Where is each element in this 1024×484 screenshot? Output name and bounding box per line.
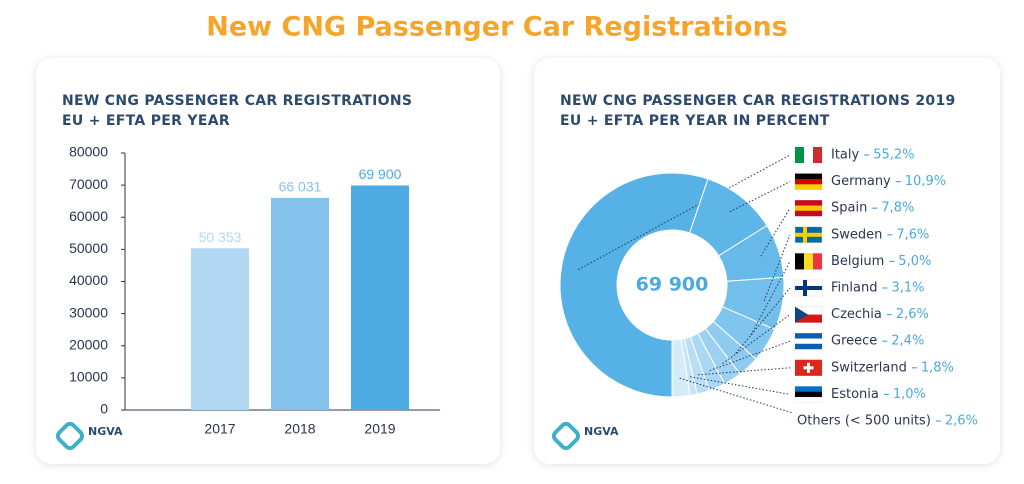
flag-stripe <box>795 343 822 350</box>
logo-right: NGVA <box>551 421 619 451</box>
flag-stripe <box>795 205 822 211</box>
flag-stripe <box>804 253 813 270</box>
flag-stripe <box>795 286 822 290</box>
flag-icon <box>794 306 823 323</box>
flag-stripe <box>795 397 822 403</box>
legend-value: 7,6% <box>896 227 929 242</box>
flag-icon <box>794 226 823 244</box>
logo-text: NGVA <box>88 425 123 438</box>
flag-stripe <box>795 232 822 237</box>
flag-icon <box>794 279 823 297</box>
flag-stripe <box>813 147 822 163</box>
legend-label: Switzerland <box>831 360 907 375</box>
x-tick-label: 2018 <box>284 421 315 437</box>
x-tick-label: 2017 <box>204 421 235 437</box>
legend-value: 1,0% <box>893 387 926 402</box>
flag-stripe <box>795 391 822 398</box>
flag-stripe <box>795 253 804 270</box>
flag-icon <box>794 173 823 190</box>
legend-value: 1,8% <box>921 360 954 375</box>
leader-line <box>679 377 794 414</box>
chart-title: NEW CNG PASSENGER CAR REGISTRATIONS 2019 <box>560 93 956 109</box>
legend-label: Belgium <box>831 254 884 269</box>
bar <box>271 197 329 410</box>
chart-title: EU + EFTA PER YEAR <box>62 113 230 129</box>
y-tick-label: 50000 <box>69 240 108 256</box>
flag-icon <box>794 386 823 403</box>
flag-stripe <box>795 306 808 323</box>
y-tick-label: 80000 <box>69 144 108 160</box>
y-tick-label: 60000 <box>69 208 108 224</box>
donut-chart: NEW CNG PASSENGER CAR REGISTRATIONS 2019… <box>559 93 978 429</box>
flag-stripe <box>795 386 822 392</box>
leader-line <box>763 234 791 301</box>
legend-value: 5,0% <box>898 254 931 269</box>
donut-segment <box>671 338 691 398</box>
flag-icon <box>794 332 823 350</box>
value-label: 69 900 <box>359 166 402 182</box>
leader-line <box>709 340 791 372</box>
flag-stripe <box>795 178 822 185</box>
bar-chart: NEW CNG PASSENGER CAR REGISTRATIONS EU + … <box>62 93 440 437</box>
legend-label: Others (< 500 units) <box>797 414 931 429</box>
y-tick-label: 30000 <box>69 304 108 320</box>
flag-stripe <box>795 338 822 344</box>
leader-line <box>698 367 791 376</box>
flag-stripe <box>795 200 822 206</box>
chart-title: EU + EFTA PER YEAR IN PERCENT <box>560 113 830 129</box>
leader-line <box>735 287 791 354</box>
legend-label: Czechia <box>831 307 882 322</box>
leader-line <box>760 207 791 257</box>
flag-stripe <box>804 147 813 163</box>
center-label: 69 900 <box>636 274 709 296</box>
legend-label: Italy <box>831 148 860 163</box>
legend-value: 2,4% <box>891 334 924 349</box>
legend-label: Spain <box>831 201 867 216</box>
value-label: 66 031 <box>279 179 322 195</box>
bar <box>191 248 249 410</box>
flag-stripe <box>795 173 822 179</box>
bar <box>351 185 409 410</box>
flag-stripe <box>795 333 822 339</box>
x-tick-label: 2019 <box>364 421 395 437</box>
legend-label: Sweden <box>831 227 882 242</box>
flag-icon <box>794 199 823 217</box>
logo-text: NGVA <box>584 425 619 438</box>
legend-label: Finland <box>831 281 877 296</box>
leader-line <box>690 376 791 395</box>
leader-line <box>729 181 791 213</box>
donut-segment <box>559 172 709 398</box>
y-tick-label: 40000 <box>69 272 108 288</box>
y-tick-label: 20000 <box>69 336 108 352</box>
legend-value: 55,2% <box>873 148 914 163</box>
flag-stripe <box>795 314 822 323</box>
legend-value: 7,8% <box>881 201 914 216</box>
chart-title: NEW CNG PASSENGER CAR REGISTRATIONS <box>62 93 412 109</box>
leader-line <box>578 154 791 270</box>
legend-label: Estonia <box>831 387 879 402</box>
page-title: New CNG Passenger Car Registrations <box>206 12 788 43</box>
logo-left: NGVA <box>55 421 123 451</box>
flag-icon <box>794 253 823 270</box>
legend-value: 2,6% <box>945 414 978 429</box>
flag-stripe <box>813 253 822 270</box>
y-tick-label: 70000 <box>69 176 108 192</box>
flag-icon <box>794 146 823 164</box>
legend-label: Germany <box>831 174 891 189</box>
legend-value: 2,6% <box>896 307 929 322</box>
y-tick-label: 10000 <box>69 369 108 385</box>
flag-icon <box>794 359 823 377</box>
y-tick-label: 0 <box>100 401 108 417</box>
legend-label: Greece <box>831 334 877 349</box>
flag-stripe <box>803 366 814 370</box>
flag-stripe <box>795 147 804 163</box>
flag-stripe <box>795 210 822 217</box>
legend-value: 3,1% <box>891 281 924 296</box>
value-label: 50 353 <box>199 229 242 245</box>
legend-value: 10,9% <box>905 174 946 189</box>
flag-stripe <box>795 184 822 190</box>
